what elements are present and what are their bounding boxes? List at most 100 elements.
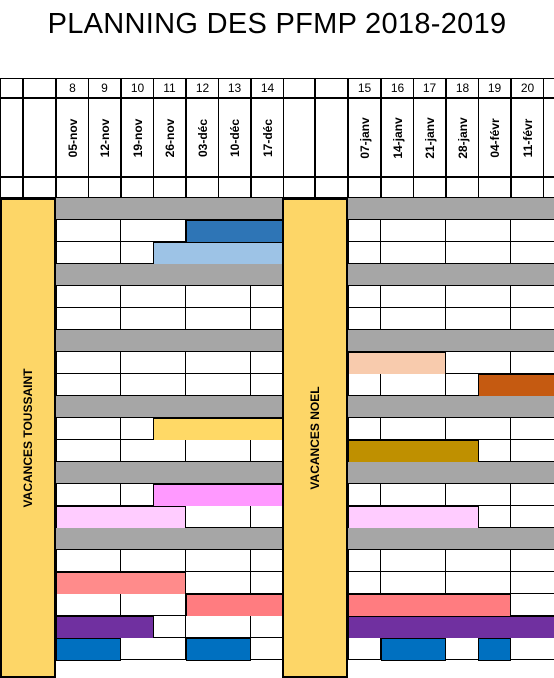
schedule-cell[interactable] — [413, 220, 446, 242]
schedule-cell[interactable] — [478, 352, 511, 374]
schedule-cell[interactable] — [56, 220, 89, 242]
schedule-cell[interactable] — [446, 572, 479, 594]
schedule-cell[interactable] — [56, 418, 89, 440]
schedule-cell[interactable] — [543, 638, 554, 660]
schedule-cell[interactable] — [478, 242, 511, 264]
schedule-cell[interactable] — [251, 506, 284, 528]
schedule-cell[interactable] — [56, 484, 89, 506]
schedule-cell[interactable] — [218, 506, 251, 528]
schedule-cell[interactable] — [153, 352, 186, 374]
schedule-cell[interactable] — [121, 286, 154, 308]
schedule-cell[interactable] — [121, 352, 154, 374]
schedule-cell[interactable] — [446, 352, 479, 374]
schedule-cell[interactable] — [218, 352, 251, 374]
schedule-cell[interactable] — [381, 286, 414, 308]
schedule-cell[interactable] — [478, 440, 511, 462]
schedule-cell[interactable] — [348, 418, 381, 440]
schedule-cell[interactable] — [543, 220, 554, 242]
schedule-cell[interactable] — [218, 550, 251, 572]
schedule-cell[interactable] — [543, 484, 554, 506]
schedule-cell[interactable] — [88, 286, 121, 308]
schedule-cell[interactable] — [381, 572, 414, 594]
schedule-cell[interactable] — [186, 286, 219, 308]
schedule-cell[interactable] — [56, 286, 89, 308]
schedule-cell[interactable] — [186, 308, 219, 330]
schedule-cell[interactable] — [186, 550, 219, 572]
schedule-cell[interactable] — [88, 242, 121, 264]
schedule-cell[interactable] — [218, 286, 251, 308]
schedule-cell[interactable] — [218, 440, 251, 462]
schedule-cell[interactable] — [543, 418, 554, 440]
schedule-cell[interactable] — [251, 440, 284, 462]
schedule-cell[interactable] — [56, 440, 89, 462]
schedule-cell[interactable] — [446, 418, 479, 440]
schedule-cell[interactable] — [153, 220, 186, 242]
schedule-cell[interactable] — [251, 352, 284, 374]
schedule-cell[interactable] — [478, 418, 511, 440]
schedule-cell[interactable] — [153, 374, 186, 396]
schedule-cell[interactable] — [121, 638, 154, 660]
schedule-cell[interactable] — [88, 418, 121, 440]
schedule-cell[interactable] — [446, 374, 479, 396]
schedule-cell[interactable] — [511, 286, 544, 308]
schedule-cell[interactable] — [413, 242, 446, 264]
schedule-cell[interactable] — [446, 220, 479, 242]
schedule-cell[interactable] — [413, 374, 446, 396]
schedule-cell[interactable] — [381, 374, 414, 396]
schedule-cell[interactable] — [511, 220, 544, 242]
schedule-cell[interactable] — [543, 506, 554, 528]
schedule-cell[interactable] — [446, 308, 479, 330]
schedule-cell[interactable] — [381, 550, 414, 572]
schedule-cell[interactable] — [251, 638, 284, 660]
schedule-cell[interactable] — [478, 484, 511, 506]
schedule-cell[interactable] — [511, 638, 544, 660]
schedule-cell[interactable] — [511, 418, 544, 440]
schedule-cell[interactable] — [413, 286, 446, 308]
schedule-cell[interactable] — [381, 308, 414, 330]
schedule-cell[interactable] — [251, 308, 284, 330]
schedule-cell[interactable] — [153, 286, 186, 308]
schedule-cell[interactable] — [88, 484, 121, 506]
schedule-cell[interactable] — [446, 484, 479, 506]
schedule-cell[interactable] — [186, 506, 219, 528]
schedule-cell[interactable] — [348, 638, 381, 660]
schedule-cell[interactable] — [121, 440, 154, 462]
schedule-cell[interactable] — [153, 594, 186, 616]
schedule-cell[interactable] — [381, 220, 414, 242]
schedule-cell[interactable] — [543, 572, 554, 594]
schedule-cell[interactable] — [153, 616, 186, 638]
schedule-cell[interactable] — [56, 242, 89, 264]
schedule-cell[interactable] — [511, 352, 544, 374]
schedule-cell[interactable] — [348, 220, 381, 242]
schedule-cell[interactable] — [121, 242, 154, 264]
schedule-cell[interactable] — [478, 572, 511, 594]
schedule-cell[interactable] — [413, 308, 446, 330]
schedule-cell[interactable] — [446, 550, 479, 572]
schedule-cell[interactable] — [511, 594, 544, 616]
schedule-cell[interactable] — [478, 286, 511, 308]
schedule-cell[interactable] — [543, 550, 554, 572]
schedule-cell[interactable] — [88, 220, 121, 242]
schedule-cell[interactable] — [56, 374, 89, 396]
schedule-cell[interactable] — [446, 286, 479, 308]
schedule-cell[interactable] — [413, 572, 446, 594]
schedule-cell[interactable] — [413, 418, 446, 440]
schedule-cell[interactable] — [251, 572, 284, 594]
schedule-cell[interactable] — [413, 550, 446, 572]
schedule-cell[interactable] — [186, 440, 219, 462]
schedule-cell[interactable] — [56, 594, 89, 616]
schedule-cell[interactable] — [446, 638, 479, 660]
schedule-cell[interactable] — [218, 616, 251, 638]
schedule-cell[interactable] — [543, 242, 554, 264]
schedule-cell[interactable] — [56, 352, 89, 374]
schedule-cell[interactable] — [218, 374, 251, 396]
schedule-cell[interactable] — [186, 374, 219, 396]
schedule-cell[interactable] — [511, 242, 544, 264]
schedule-cell[interactable] — [186, 572, 219, 594]
schedule-cell[interactable] — [88, 440, 121, 462]
schedule-cell[interactable] — [251, 550, 284, 572]
schedule-cell[interactable] — [121, 550, 154, 572]
schedule-cell[interactable] — [251, 286, 284, 308]
schedule-cell[interactable] — [381, 242, 414, 264]
schedule-cell[interactable] — [543, 594, 554, 616]
